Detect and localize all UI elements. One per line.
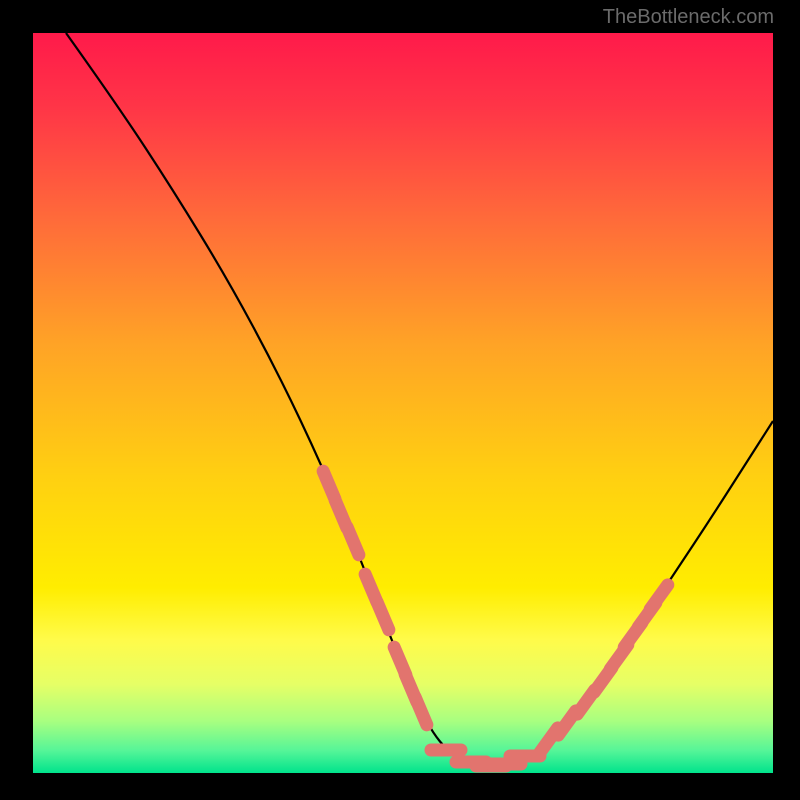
data-marker bbox=[377, 602, 389, 630]
curve-layer bbox=[33, 33, 773, 773]
data-marker bbox=[347, 527, 359, 555]
watermark-text: TheBottleneck.com bbox=[603, 6, 774, 29]
data-marker bbox=[415, 697, 427, 725]
data-marker bbox=[650, 585, 668, 609]
bottleneck-curve bbox=[66, 33, 773, 766]
plot-area bbox=[33, 33, 773, 773]
